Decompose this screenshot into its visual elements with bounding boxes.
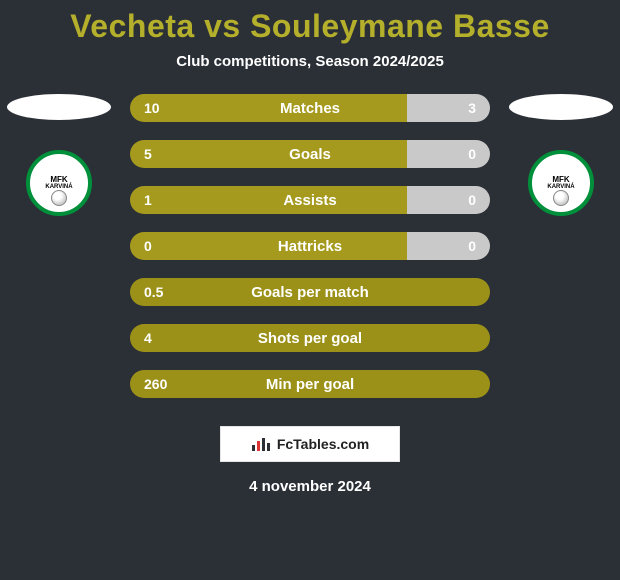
footer-brand-text: FcTables.com <box>277 436 369 452</box>
stat-bar-left-seg <box>130 94 407 122</box>
stat-bar-right-seg <box>407 186 490 214</box>
subtitle: Club competitions, Season 2024/2025 <box>0 53 620 70</box>
footer-date: 4 november 2024 <box>0 478 620 495</box>
stat-bar-left-seg <box>130 186 407 214</box>
club-logo-right: MFK KARVINÁ <box>528 150 594 216</box>
stat-bar: Min per goal260 <box>130 370 490 398</box>
stat-bars: Matches103 Goals50 Assists10 Hattricks00 Goa… <box>130 94 490 398</box>
soccer-ball-icon <box>553 190 569 206</box>
footer-brand: FcTables.com <box>220 426 400 462</box>
club-logo-text-top: MFK <box>547 176 574 184</box>
stat-bar: Shots per goal4 <box>130 324 490 352</box>
stat-bar-left-seg <box>130 370 490 398</box>
soccer-ball-icon <box>51 190 67 206</box>
page-title: Vecheta vs Souleymane Basse <box>0 0 620 45</box>
stat-bar: Hattricks00 <box>130 232 490 260</box>
stat-bar-left-seg <box>130 324 490 352</box>
stat-bar-left-seg <box>130 140 407 168</box>
player-silhouette-left <box>7 94 111 120</box>
stat-bar: Assists10 <box>130 186 490 214</box>
player-right-col: MFK KARVINÁ <box>506 94 616 216</box>
player-left-col: MFK KARVINÁ <box>4 94 114 216</box>
stat-bar: Goals per match0.5 <box>130 278 490 306</box>
comparison-panel: MFK KARVINÁ MFK KARVINÁ Matches103 Goals5… <box>0 94 620 398</box>
club-logo-text-top: MFK <box>45 176 72 184</box>
stat-bar-left-seg <box>130 278 490 306</box>
stat-bar: Matches103 <box>130 94 490 122</box>
stat-bar-left-seg <box>130 232 407 260</box>
player-silhouette-right <box>509 94 613 120</box>
stat-bar-right-seg <box>407 94 490 122</box>
stat-bar-right-seg <box>407 232 490 260</box>
club-logo-left: MFK KARVINÁ <box>26 150 92 216</box>
stat-bar-right-seg <box>407 140 490 168</box>
chart-icon <box>251 436 271 452</box>
stat-bar: Goals50 <box>130 140 490 168</box>
